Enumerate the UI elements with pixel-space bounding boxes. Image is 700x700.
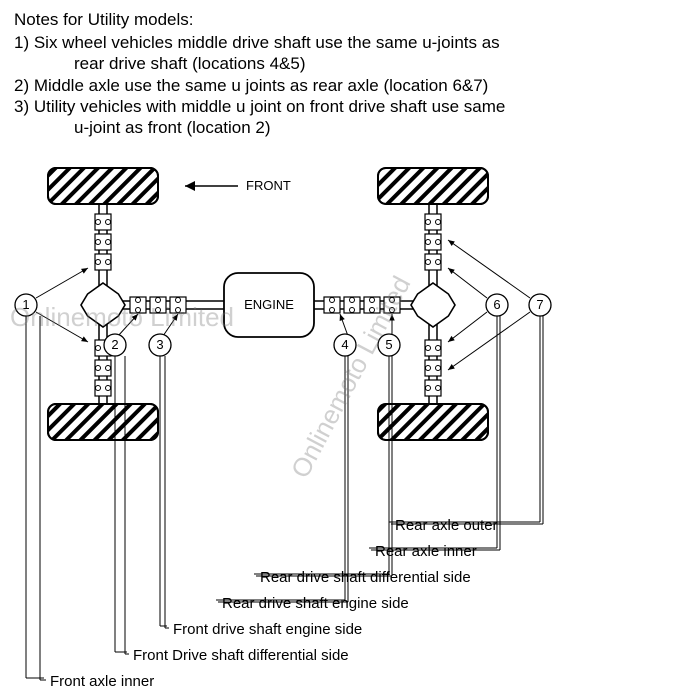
wheel [378, 404, 488, 440]
callout-label-5: Rear drive shaft differential side [260, 569, 471, 586]
differential [411, 283, 455, 327]
note-2: 2) Middle axle use the same u joints as … [14, 75, 686, 96]
drivetrain-diagram: ENGINEFRONT1Front axle inner2Front Drive… [0, 150, 700, 700]
svg-text:7: 7 [536, 297, 543, 312]
diagram-svg: ENGINEFRONT1Front axle inner2Front Drive… [0, 150, 700, 700]
wheel [378, 168, 488, 204]
callout-label-6: Rear axle inner [375, 543, 477, 560]
note-1b: rear drive shaft (locations 4&5) [14, 53, 686, 74]
callout-label-1: Front axle inner [50, 673, 154, 690]
wheel [48, 404, 158, 440]
engine-label: ENGINE [244, 297, 294, 312]
notes-block: Notes for Utility models: 1) Six wheel v… [0, 0, 700, 142]
svg-text:6: 6 [493, 297, 500, 312]
callout-label-4: Rear drive shaft engine side [222, 595, 409, 612]
notes-title: Notes for Utility models: [14, 10, 686, 30]
svg-text:2: 2 [111, 337, 118, 352]
svg-text:3: 3 [156, 337, 163, 352]
note-1a: 1) Six wheel vehicles middle drive shaft… [14, 32, 686, 53]
front-label: FRONT [246, 178, 291, 193]
callout-label-3: Front drive shaft engine side [173, 621, 362, 638]
watermark: Onlinemoto Limited [10, 302, 234, 332]
wheel [48, 168, 158, 204]
note-3b: u-joint as front (location 2) [14, 117, 686, 138]
callout-label-2: Front Drive shaft differential side [133, 647, 349, 664]
note-3a: 3) Utility vehicles with middle u joint … [14, 96, 686, 117]
callout-label-7: Rear axle outer [395, 517, 498, 534]
